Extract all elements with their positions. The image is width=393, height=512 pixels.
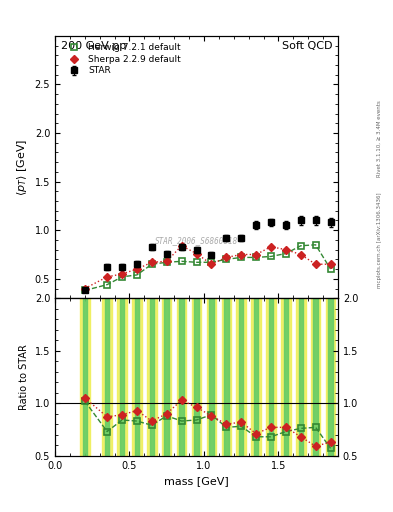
Sherpa 2.2.9 default <box>194 250 199 257</box>
Bar <box>147 298 156 456</box>
Bar <box>120 298 124 456</box>
Bar <box>281 298 290 456</box>
Herwig 7.2.1 default <box>164 259 169 265</box>
Bar <box>266 298 276 456</box>
Text: Soft QCD: Soft QCD <box>282 41 332 51</box>
Bar <box>224 298 228 456</box>
Bar <box>117 298 127 456</box>
Bar <box>80 298 90 456</box>
Sherpa 2.2.9 default <box>164 258 169 264</box>
Bar <box>284 298 288 456</box>
Bar <box>105 298 109 456</box>
Bar <box>150 298 154 456</box>
Herwig 7.2.1 default <box>328 266 333 272</box>
Sherpa 2.2.9 default <box>120 271 125 277</box>
Bar <box>135 298 139 456</box>
Bar <box>251 298 261 456</box>
Text: STAR_2006_S6860818: STAR_2006_S6860818 <box>155 236 238 245</box>
Sherpa 2.2.9 default <box>83 286 87 292</box>
Bar <box>313 298 318 456</box>
Bar <box>254 298 258 456</box>
Herwig 7.2.1 default <box>268 253 273 260</box>
Herwig 7.2.1 default <box>283 250 288 257</box>
Herwig 7.2.1 default <box>194 259 199 265</box>
Text: 200 GeV pp: 200 GeV pp <box>61 41 126 51</box>
Text: Rivet 3.1.10, ≥ 3.4M events: Rivet 3.1.10, ≥ 3.4M events <box>377 100 382 177</box>
Herwig 7.2.1 default <box>209 259 214 265</box>
Herwig 7.2.1 default <box>313 242 318 248</box>
Sherpa 2.2.9 default <box>268 244 273 250</box>
Sherpa 2.2.9 default <box>283 247 288 253</box>
Herwig 7.2.1 default <box>120 274 125 280</box>
Sherpa 2.2.9 default <box>254 251 259 258</box>
Bar <box>237 298 246 456</box>
Sherpa 2.2.9 default <box>209 261 214 267</box>
Bar <box>194 298 199 456</box>
Sherpa 2.2.9 default <box>328 261 333 267</box>
Herwig 7.2.1 default <box>239 254 244 261</box>
Y-axis label: Ratio to STAR: Ratio to STAR <box>19 344 29 410</box>
Sherpa 2.2.9 default <box>239 251 244 258</box>
Line: Sherpa 2.2.9 default: Sherpa 2.2.9 default <box>82 243 333 291</box>
Herwig 7.2.1 default <box>298 243 303 249</box>
Bar <box>165 298 169 456</box>
Bar <box>328 298 333 456</box>
Herwig 7.2.1 default <box>224 257 229 263</box>
Legend: Herwig 7.2.1 default, Sherpa 2.2.9 default, STAR: Herwig 7.2.1 default, Sherpa 2.2.9 defau… <box>59 40 184 78</box>
Bar <box>269 298 273 456</box>
Y-axis label: $\langle p_T \rangle$ [GeV]: $\langle p_T \rangle$ [GeV] <box>15 138 29 196</box>
Bar <box>162 298 171 456</box>
Bar <box>192 298 201 456</box>
Sherpa 2.2.9 default <box>298 251 303 258</box>
Herwig 7.2.1 default <box>149 261 154 267</box>
Sherpa 2.2.9 default <box>224 254 229 261</box>
Bar <box>311 298 320 456</box>
Sherpa 2.2.9 default <box>134 266 139 272</box>
Bar <box>299 298 303 456</box>
Bar <box>83 298 87 456</box>
Sherpa 2.2.9 default <box>313 261 318 267</box>
Herwig 7.2.1 default <box>179 258 184 264</box>
Bar <box>209 298 214 456</box>
Herwig 7.2.1 default <box>134 272 139 278</box>
X-axis label: mass [GeV]: mass [GeV] <box>164 476 229 486</box>
Text: mcplots.cern.ch [arXiv:1306.3436]: mcplots.cern.ch [arXiv:1306.3436] <box>377 193 382 288</box>
Bar <box>239 298 243 456</box>
Herwig 7.2.1 default <box>105 282 110 288</box>
Bar <box>296 298 305 456</box>
Bar <box>103 298 112 456</box>
Bar <box>207 298 216 456</box>
Sherpa 2.2.9 default <box>179 243 184 249</box>
Bar <box>222 298 231 456</box>
Bar <box>179 298 184 456</box>
Sherpa 2.2.9 default <box>149 259 154 265</box>
Bar <box>326 298 335 456</box>
Herwig 7.2.1 default <box>83 287 87 293</box>
Bar <box>132 298 142 456</box>
Sherpa 2.2.9 default <box>105 274 110 280</box>
Bar <box>177 298 186 456</box>
Herwig 7.2.1 default <box>254 254 259 261</box>
Line: Herwig 7.2.1 default: Herwig 7.2.1 default <box>81 241 334 294</box>
